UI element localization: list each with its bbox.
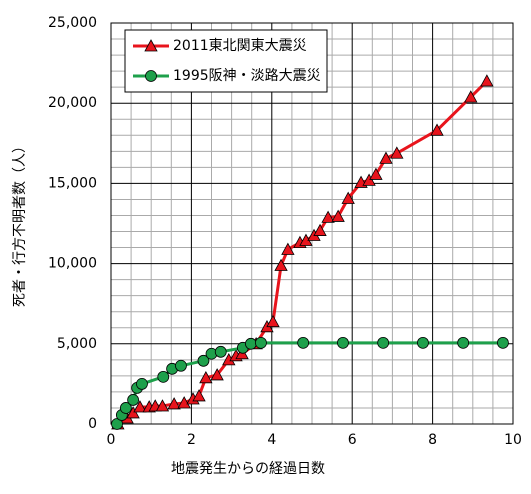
y-tick-label: 0	[88, 416, 97, 432]
marker	[464, 90, 478, 103]
marker	[197, 354, 210, 367]
marker	[199, 370, 213, 384]
x-tick-label: 0	[107, 432, 116, 448]
x-tick-label: 2	[187, 432, 196, 448]
marker	[255, 336, 267, 349]
marker	[497, 336, 509, 349]
marker	[133, 400, 147, 413]
marker	[480, 74, 494, 87]
legend-box	[124, 29, 328, 93]
marker	[297, 336, 310, 349]
marker	[369, 167, 383, 180]
marker	[192, 389, 206, 402]
marker	[144, 39, 158, 52]
marker	[175, 359, 187, 372]
x-tick-label: 10	[504, 432, 522, 448]
marker	[167, 397, 181, 410]
marker	[111, 418, 123, 430]
legend-label: 2011東北関東大震災	[173, 38, 307, 54]
y-tick-label: 5,000	[57, 336, 97, 352]
marker	[126, 406, 140, 419]
x-tick-label: 4	[267, 432, 276, 448]
marker	[331, 209, 345, 222]
marker	[281, 242, 295, 255]
y-tick-label: 10,000	[48, 256, 97, 272]
marker	[157, 370, 170, 383]
marker	[337, 336, 349, 349]
marker	[379, 151, 393, 164]
marker	[155, 399, 170, 412]
x-tick-label: 6	[348, 432, 357, 448]
x-axis-label: 地震発生からの経過日数	[171, 461, 325, 477]
plot-frame	[110, 22, 514, 425]
marker	[313, 223, 327, 236]
marker	[119, 402, 132, 414]
marker	[362, 173, 376, 186]
marker	[127, 394, 140, 406]
marker	[417, 336, 429, 349]
y-axis-label: 死者・行方不明者数（人）	[12, 139, 28, 307]
x-tick-label: 8	[428, 432, 437, 448]
marker	[266, 314, 280, 328]
y-tick-label: 15,000	[48, 175, 97, 191]
marker	[136, 377, 148, 390]
marker	[430, 123, 444, 136]
marker	[244, 337, 257, 350]
y-tick-label: 25,000	[48, 15, 97, 31]
marker	[145, 70, 157, 82]
marker	[210, 368, 224, 381]
y-tick-label: 20,000	[48, 95, 97, 111]
marker	[341, 191, 355, 204]
marker	[390, 146, 404, 159]
series-line	[115, 341, 503, 425]
marker	[457, 336, 470, 349]
marker	[177, 396, 191, 409]
marker	[377, 336, 390, 349]
marker	[274, 258, 288, 271]
marker	[321, 210, 335, 223]
legend-label: 1995阪神・淡路大震災	[173, 68, 321, 84]
marker	[214, 345, 227, 358]
